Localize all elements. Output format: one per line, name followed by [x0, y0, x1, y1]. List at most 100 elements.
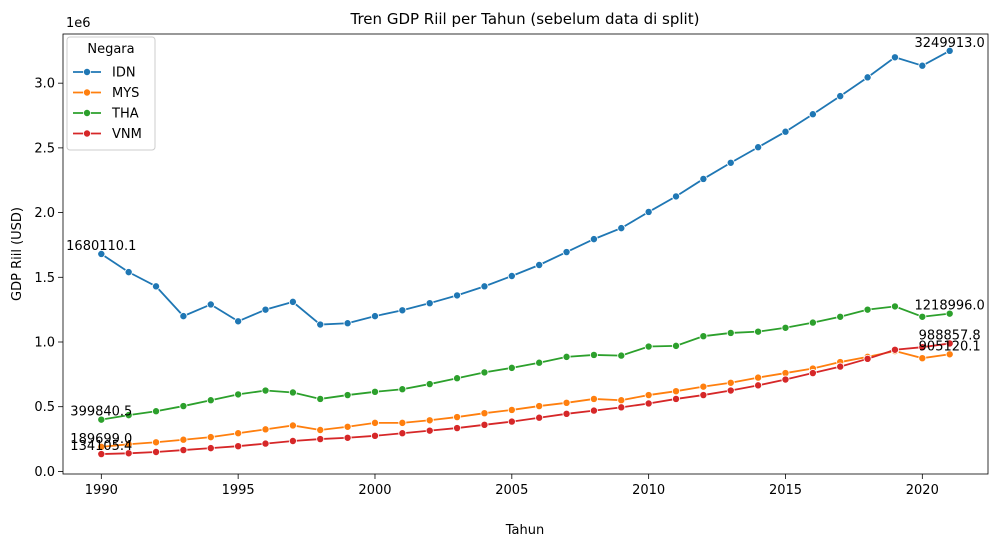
- data-point-vnm: [781, 375, 790, 384]
- data-point-vnm: [206, 444, 215, 453]
- data-point-idn: [425, 299, 434, 308]
- data-point-mys: [343, 422, 352, 431]
- data-label-idn: 3249913.0: [915, 36, 985, 51]
- data-point-vnm: [316, 435, 325, 444]
- x-tick-label: 2010: [632, 483, 665, 498]
- data-point-vnm: [370, 431, 379, 440]
- data-point-tha: [754, 327, 763, 336]
- data-point-idn: [97, 249, 106, 258]
- data-point-idn: [754, 143, 763, 152]
- data-point-vnm: [343, 433, 352, 442]
- data-point-tha: [589, 350, 598, 359]
- data-point-tha: [726, 328, 735, 337]
- data-point-tha: [781, 323, 790, 332]
- data-point-mys: [945, 350, 954, 359]
- legend-entry-vnm: VNM: [112, 127, 142, 142]
- data-point-mys: [699, 382, 708, 391]
- y-tick-label: 0.0: [34, 465, 55, 480]
- data-point-tha: [945, 309, 954, 318]
- data-point-mys: [370, 418, 379, 427]
- data-point-tha: [672, 341, 681, 350]
- data-point-tha: [890, 302, 899, 311]
- data-point-vnm: [152, 447, 161, 456]
- legend-marker-tha: [83, 109, 92, 118]
- data-point-vnm: [918, 343, 927, 352]
- data-point-tha: [808, 318, 817, 327]
- data-point-tha: [124, 411, 133, 420]
- data-point-vnm: [179, 446, 188, 455]
- x-tick-label: 2020: [906, 483, 939, 498]
- data-point-mys: [234, 429, 243, 438]
- data-point-mys: [644, 391, 653, 400]
- data-point-idn: [617, 224, 626, 233]
- series-line-mys: [101, 350, 950, 448]
- data-point-mys: [316, 425, 325, 434]
- data-point-mys: [453, 413, 462, 422]
- chart-title: Tren GDP Riil per Tahun (sebelum data di…: [350, 10, 700, 28]
- data-point-vnm: [699, 391, 708, 400]
- x-tick-label: 1995: [222, 483, 255, 498]
- data-point-vnm: [726, 386, 735, 395]
- y-offset-text: 1e6: [66, 16, 91, 31]
- data-point-idn: [288, 297, 297, 306]
- data-point-idn: [124, 268, 133, 277]
- x-tick-label: 1990: [85, 483, 118, 498]
- data-point-tha: [425, 380, 434, 389]
- data-point-idn: [863, 73, 872, 82]
- data-point-tha: [234, 390, 243, 399]
- legend-marker-vnm: [83, 129, 92, 138]
- legend-entry-tha: THA: [111, 107, 139, 122]
- data-point-idn: [535, 260, 544, 269]
- plot-area: 1990 1995 2000 2005 2010 2015 2020 0.0 0.5 1.0 1.5…: [34, 33, 989, 498]
- data-label-mys: 189699.0: [70, 432, 132, 447]
- data-point-idn: [781, 127, 790, 136]
- data-point-tha: [343, 391, 352, 400]
- y-tick-label: 2.0: [34, 206, 55, 221]
- data-point-vnm: [836, 362, 845, 371]
- data-point-vnm: [97, 450, 106, 459]
- data-point-vnm: [124, 449, 133, 458]
- data-point-vnm: [453, 424, 462, 433]
- data-point-tha: [617, 351, 626, 360]
- data-point-tha: [97, 415, 106, 424]
- data-point-vnm: [480, 420, 489, 429]
- legend-entry-mys: MYS: [112, 86, 139, 101]
- data-point-idn: [206, 300, 215, 309]
- legend-entry-idn: IDN: [112, 66, 136, 81]
- data-point-vnm: [562, 409, 571, 418]
- data-point-vnm: [808, 369, 817, 378]
- data-point-mys: [261, 425, 270, 434]
- data-label-idn: 1680110.1: [66, 239, 136, 254]
- data-point-mys: [562, 398, 571, 407]
- series-line-tha: [101, 305, 950, 421]
- data-point-tha: [453, 374, 462, 383]
- legend-box: [66, 36, 156, 151]
- data-point-idn: [234, 317, 243, 326]
- data-point-vnm: [589, 406, 598, 415]
- series-line-vnm: [101, 342, 950, 455]
- data-point-vnm: [945, 339, 954, 348]
- data-label-tha: 399840.5: [70, 405, 132, 420]
- data-label-vnm: 134105.4: [70, 439, 132, 454]
- data-point-tha: [562, 352, 571, 361]
- data-point-mys: [672, 387, 681, 396]
- data-point-vnm: [863, 354, 872, 363]
- data-point-idn: [316, 320, 325, 329]
- data-point-vnm: [425, 426, 434, 435]
- legend-marker-mys: [83, 88, 92, 97]
- data-point-mys: [589, 394, 598, 403]
- data-point-idn: [589, 235, 598, 244]
- data-point-tha: [507, 363, 516, 372]
- y-tick-label: 1.0: [34, 336, 55, 351]
- data-point-tha: [206, 396, 215, 405]
- x-tick-label: 2015: [769, 483, 802, 498]
- data-point-tha: [261, 386, 270, 395]
- data-point-mys: [425, 416, 434, 425]
- data-point-idn: [179, 312, 188, 321]
- data-point-idn: [699, 174, 708, 183]
- data-point-idn: [808, 110, 817, 119]
- data-point-tha: [644, 342, 653, 351]
- x-tick-label: 2005: [495, 483, 528, 498]
- data-point-tha: [480, 368, 489, 377]
